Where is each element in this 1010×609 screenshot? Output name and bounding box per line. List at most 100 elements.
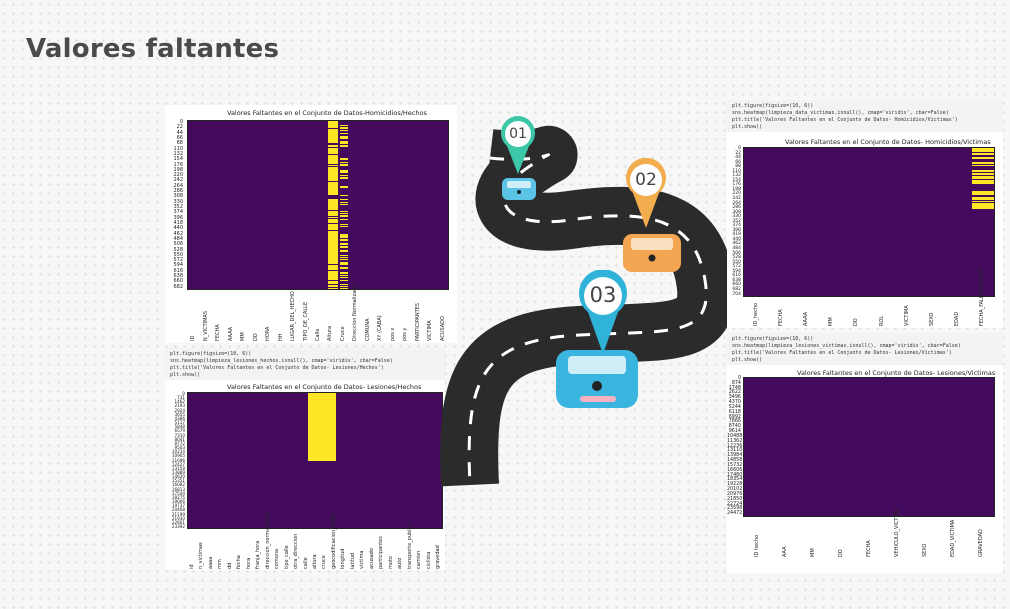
- missing-value-mark: [340, 133, 348, 134]
- y-tick-label: 528: [173, 246, 183, 253]
- missing-value-mark: [340, 136, 348, 137]
- y-tick-label: 20468: [171, 507, 185, 513]
- y-tick-label: 2924: [174, 407, 185, 413]
- missing-value-mark: [340, 255, 348, 256]
- missing-value-mark: [328, 214, 338, 215]
- missing-value-mark: [308, 393, 336, 394]
- x-tick-label: Calle: [315, 328, 321, 341]
- missing-value-mark: [340, 159, 348, 160]
- missing-value-mark: [308, 433, 336, 434]
- missing-value-mark: [340, 215, 348, 216]
- missing-value-mark: [308, 412, 336, 413]
- x-tick-label: aaaa: [207, 556, 214, 569]
- y-tick-label: 11362: [727, 438, 743, 444]
- missing-value-mark: [328, 153, 338, 154]
- code-line: plt.show(): [170, 372, 201, 378]
- missing-value-mark: [328, 208, 338, 209]
- x-tick-label: DD: [853, 318, 860, 326]
- x-tick-label: mm: [217, 559, 224, 569]
- missing-value-mark: [308, 431, 336, 432]
- heatmap-title: Valores Faltantes en el Conjunto de Dato…: [227, 109, 427, 117]
- missing-value-mark: [328, 251, 338, 252]
- missing-value-mark: [340, 146, 348, 147]
- missing-value-mark: [308, 422, 336, 423]
- missing-value-mark: [308, 397, 336, 398]
- x-tick-label: ciclista: [425, 551, 432, 569]
- missing-value-mark: [340, 142, 348, 143]
- missing-value-mark: [328, 124, 338, 125]
- missing-value-mark: [328, 180, 338, 181]
- missing-value-mark: [308, 408, 336, 409]
- y-tick-label: 286: [732, 205, 741, 211]
- missing-value-mark: [328, 141, 338, 142]
- missing-value-mark: [328, 268, 338, 269]
- y-tick-label: 17544: [171, 490, 185, 496]
- y-tick-label: 9614: [728, 429, 741, 435]
- missing-value-mark: [340, 234, 348, 235]
- y-tick-label: 154: [173, 156, 183, 163]
- x-tick-label: moto: [387, 556, 394, 569]
- missing-value-mark: [340, 250, 348, 251]
- missing-value-mark: [328, 194, 338, 195]
- missing-value-mark: [328, 163, 338, 164]
- y-axis-labels: 0 22 44 66 88 110 132 154 176 198 220 242 264 286 308 3…: [727, 146, 741, 297]
- missing-value-mark: [308, 442, 336, 443]
- missing-value-mark: [328, 205, 338, 206]
- missing-value-mark: [328, 142, 338, 143]
- code-line: sns.heatmap(limpieza_lesiones_hechos.isn…: [170, 358, 393, 364]
- missing-value-mark: [328, 133, 338, 134]
- y-tick-label: 1462: [174, 399, 185, 405]
- code-line: plt.title('Valores Faltantes en el Conju…: [732, 117, 958, 123]
- missing-value-mark: [328, 261, 338, 262]
- code-line: plt.title('Valores Faltantes en el Conju…: [170, 365, 384, 371]
- y-axis-labels: 0 22 44 66 88 110 132 154 176 198 220 242 264 286 308 3…: [167, 120, 183, 290]
- missing-value-mark: [308, 446, 336, 447]
- y-tick-label: 0: [738, 146, 741, 151]
- y-tick-label: 14858: [727, 458, 743, 464]
- y-tick-label: 20976: [727, 491, 743, 497]
- missing-value-mark: [328, 227, 338, 228]
- missing-value-mark: [972, 207, 994, 208]
- missing-value-mark: [328, 286, 338, 287]
- missing-value-mark: [340, 219, 348, 220]
- milestone-label: 02: [635, 170, 657, 190]
- x-tick-label: HH: [277, 333, 284, 341]
- missing-value-mark: [328, 137, 338, 138]
- missing-value-mark: [328, 148, 338, 149]
- missing-value-mark: [328, 235, 338, 236]
- missing-value-mark: [340, 125, 348, 126]
- missing-value-mark: [972, 181, 994, 182]
- missing-value-mark: [340, 143, 348, 144]
- missing-value-mark: [340, 263, 348, 264]
- missing-value-mark: [328, 274, 338, 275]
- missing-value-mark: [328, 209, 338, 210]
- missing-value-mark: [328, 201, 338, 202]
- x-tick-label: auto: [397, 557, 404, 569]
- missing-value-mark: [308, 459, 336, 460]
- missing-value-mark: [328, 252, 338, 253]
- missing-value-mark: [328, 179, 338, 180]
- y-tick-label: 110: [732, 168, 741, 174]
- x-tick-label: altura: [312, 554, 318, 569]
- y-tick-label: 264: [173, 182, 183, 189]
- y-tick-label: 176: [732, 182, 741, 188]
- heatmap-plot: [743, 147, 995, 297]
- missing-value-mark: [308, 443, 336, 444]
- missing-value-mark: [328, 260, 338, 261]
- y-tick-label: 44: [735, 155, 741, 161]
- code-line: sns.heatmap(limpieza_data_victimas.isnul…: [732, 110, 949, 116]
- x-tick-label: VICTIMA: [427, 320, 434, 341]
- missing-value-mark: [328, 169, 338, 170]
- missing-value-mark: [328, 277, 338, 278]
- missing-value-mark: [340, 127, 348, 128]
- code-line: plt.show(): [732, 124, 763, 130]
- heatmap-title: Valores Faltantes en el Conjunto de Dato…: [227, 383, 422, 391]
- missing-value-mark: [328, 253, 338, 254]
- missing-value-mark: [328, 125, 338, 126]
- x-tick-label: EDAD_VICTIMA: [950, 519, 956, 557]
- code-line: plt.show(): [732, 357, 763, 363]
- missing-value-mark: [972, 208, 994, 209]
- missing-value-mark: [308, 416, 336, 417]
- missing-value-mark: [328, 207, 338, 208]
- y-tick-label: 2622: [728, 390, 741, 396]
